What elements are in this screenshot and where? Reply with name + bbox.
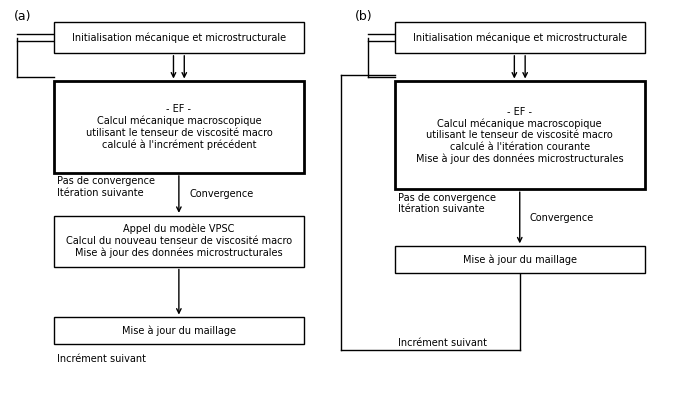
Text: - EF -
Calcul mécanique macroscopique
utilisant le tenseur de viscosité macro
ca: - EF - Calcul mécanique macroscopique ut… — [416, 107, 624, 164]
Text: Pas de convergence
Itération suivante: Pas de convergence Itération suivante — [57, 176, 155, 198]
Text: Initialisation mécanique et microstructurale: Initialisation mécanique et microstructu… — [72, 33, 286, 43]
Text: - EF -
Calcul mécanique macroscopique
utilisant le tenseur de viscosité macro
ca: - EF - Calcul mécanique macroscopique ut… — [86, 104, 272, 150]
Text: Incrément suivant: Incrément suivant — [398, 338, 487, 348]
Text: Appel du modèle VPSC
Calcul du nouveau tenseur de viscosité macro
Mise à jour de: Appel du modèle VPSC Calcul du nouveau t… — [65, 224, 292, 258]
Text: Mise à jour du maillage: Mise à jour du maillage — [463, 254, 576, 265]
Text: Mise à jour du maillage: Mise à jour du maillage — [122, 326, 236, 336]
Text: Pas de convergence
Itération suivante: Pas de convergence Itération suivante — [398, 193, 496, 214]
Text: Initialisation mécanique et microstructurale: Initialisation mécanique et microstructu… — [412, 33, 627, 43]
Bar — [54, 216, 304, 267]
Bar — [395, 81, 645, 189]
Text: Convergence: Convergence — [530, 213, 594, 223]
Text: Convergence: Convergence — [189, 189, 253, 199]
Text: (b): (b) — [354, 10, 372, 23]
Text: Incrément suivant: Incrément suivant — [57, 354, 146, 364]
Bar — [395, 22, 645, 53]
Text: (a): (a) — [14, 10, 31, 23]
Bar — [54, 22, 304, 53]
Bar — [54, 81, 304, 173]
Bar — [54, 317, 304, 344]
Bar — [395, 246, 645, 273]
